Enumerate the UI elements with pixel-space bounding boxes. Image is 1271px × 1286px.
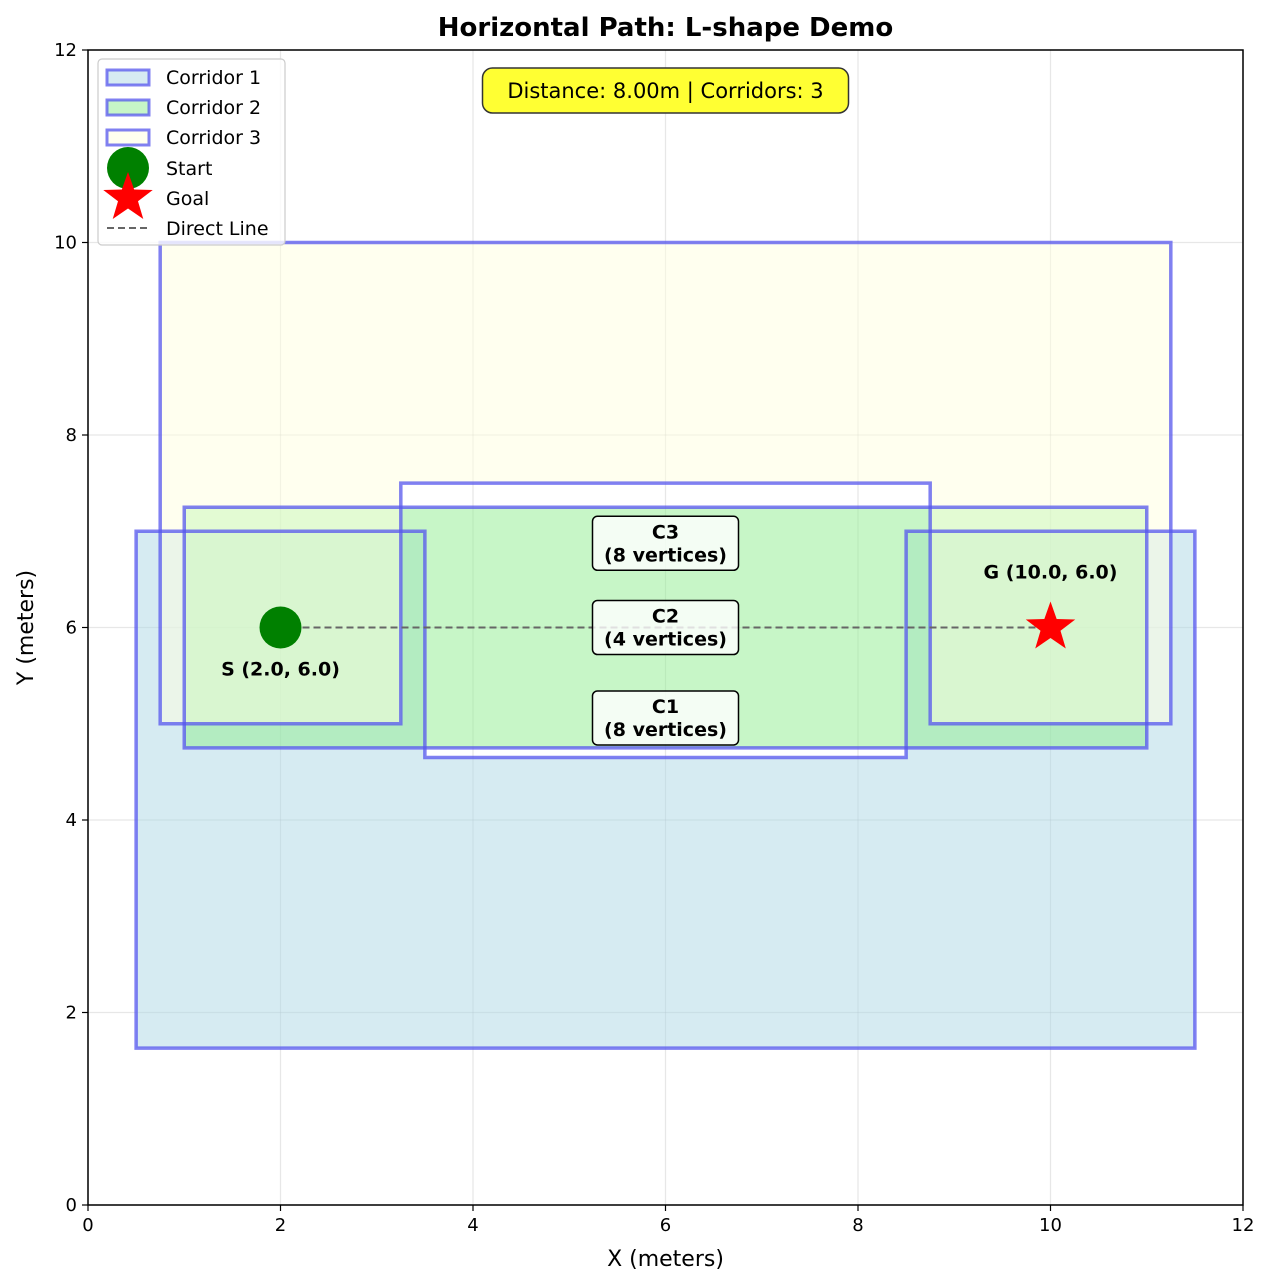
- legend-start-marker: [107, 147, 149, 189]
- x-tick-label: 10: [1039, 1215, 1062, 1236]
- x-tick-label: 12: [1232, 1215, 1255, 1236]
- corridor-label-name: C3: [652, 521, 679, 543]
- legend-label-corridor-2: Corridor 2: [166, 97, 261, 119]
- start-marker: [259, 606, 302, 649]
- corridor-label-box: [591, 515, 740, 572]
- legend-swatch-corridor-1: [105, 68, 151, 87]
- x-tick-label: 8: [852, 1215, 863, 1236]
- legend-label-start: Start: [166, 158, 212, 180]
- x-tick-label: 6: [660, 1215, 671, 1236]
- goal-label: G (10.0, 6.0): [984, 562, 1118, 584]
- legend-label-direct-line: Direct Line: [166, 218, 269, 240]
- corridor-label-vertices: (4 vertices): [604, 629, 727, 651]
- ticks-layer: 0 2 4 6 8 10 12 0 2 4 6 8 10 12: [54, 40, 1254, 1236]
- corridor-label-vertices: (8 vertices): [604, 719, 727, 741]
- legend-label-corridor-3: Corridor 3: [166, 127, 261, 149]
- corridor-label-box: [591, 690, 740, 746]
- y-tick-label: 12: [54, 40, 77, 61]
- goal-marker: [1025, 601, 1076, 649]
- corridor-2-outline: [182, 505, 1149, 750]
- y-tick-label: 10: [54, 233, 77, 254]
- x-tick-label: 4: [467, 1215, 478, 1236]
- info-box-background: [481, 67, 850, 114]
- y-tick-label: 0: [66, 1195, 77, 1216]
- corridor-label-vertices: (8 vertices): [604, 544, 727, 566]
- y-tick-label: 8: [66, 425, 77, 446]
- legend-label-corridor-1: Corridor 1: [166, 67, 261, 89]
- corridor-label-name: C1: [652, 696, 679, 718]
- legend-goal-marker: [103, 172, 153, 220]
- y-tick-label: 6: [66, 618, 77, 639]
- x-tick-label: 0: [82, 1215, 93, 1236]
- info-box: Distance: 8.00m | Corridors: 3: [481, 67, 850, 114]
- legend-swatch-corridor-2: [105, 98, 151, 117]
- y-axis-label: Y (meters): [14, 570, 39, 686]
- chart-title: Horizontal Path: L-shape Demo: [438, 13, 893, 43]
- markers-layer: S (2.0, 6.0) G (10.0, 6.0): [221, 562, 1117, 681]
- corridor-label-box: [591, 599, 740, 656]
- y-tick-label: 4: [66, 810, 77, 831]
- legend-label-goal: Goal: [166, 188, 209, 210]
- corridor-3-outline: [158, 240, 1173, 726]
- x-axis-label: X (meters): [607, 1247, 724, 1272]
- start-label: S (2.0, 6.0): [221, 659, 340, 681]
- corridor-1-outline: [134, 529, 1197, 1050]
- legend-swatch-corridor-3: [105, 128, 151, 147]
- info-box-text: Distance: 8.00m | Corridors: 3: [507, 79, 823, 104]
- corridor-label-name: C2: [652, 606, 679, 628]
- y-tick-label: 2: [66, 1003, 77, 1024]
- x-tick-label: 2: [275, 1215, 286, 1236]
- corridor-labels-layer: C3(8 vertices)C2(4 vertices)C1(8 vertice…: [591, 515, 740, 746]
- legend: Corridor 1 Corridor 2 Corridor 3 Start Goal D…: [97, 58, 286, 246]
